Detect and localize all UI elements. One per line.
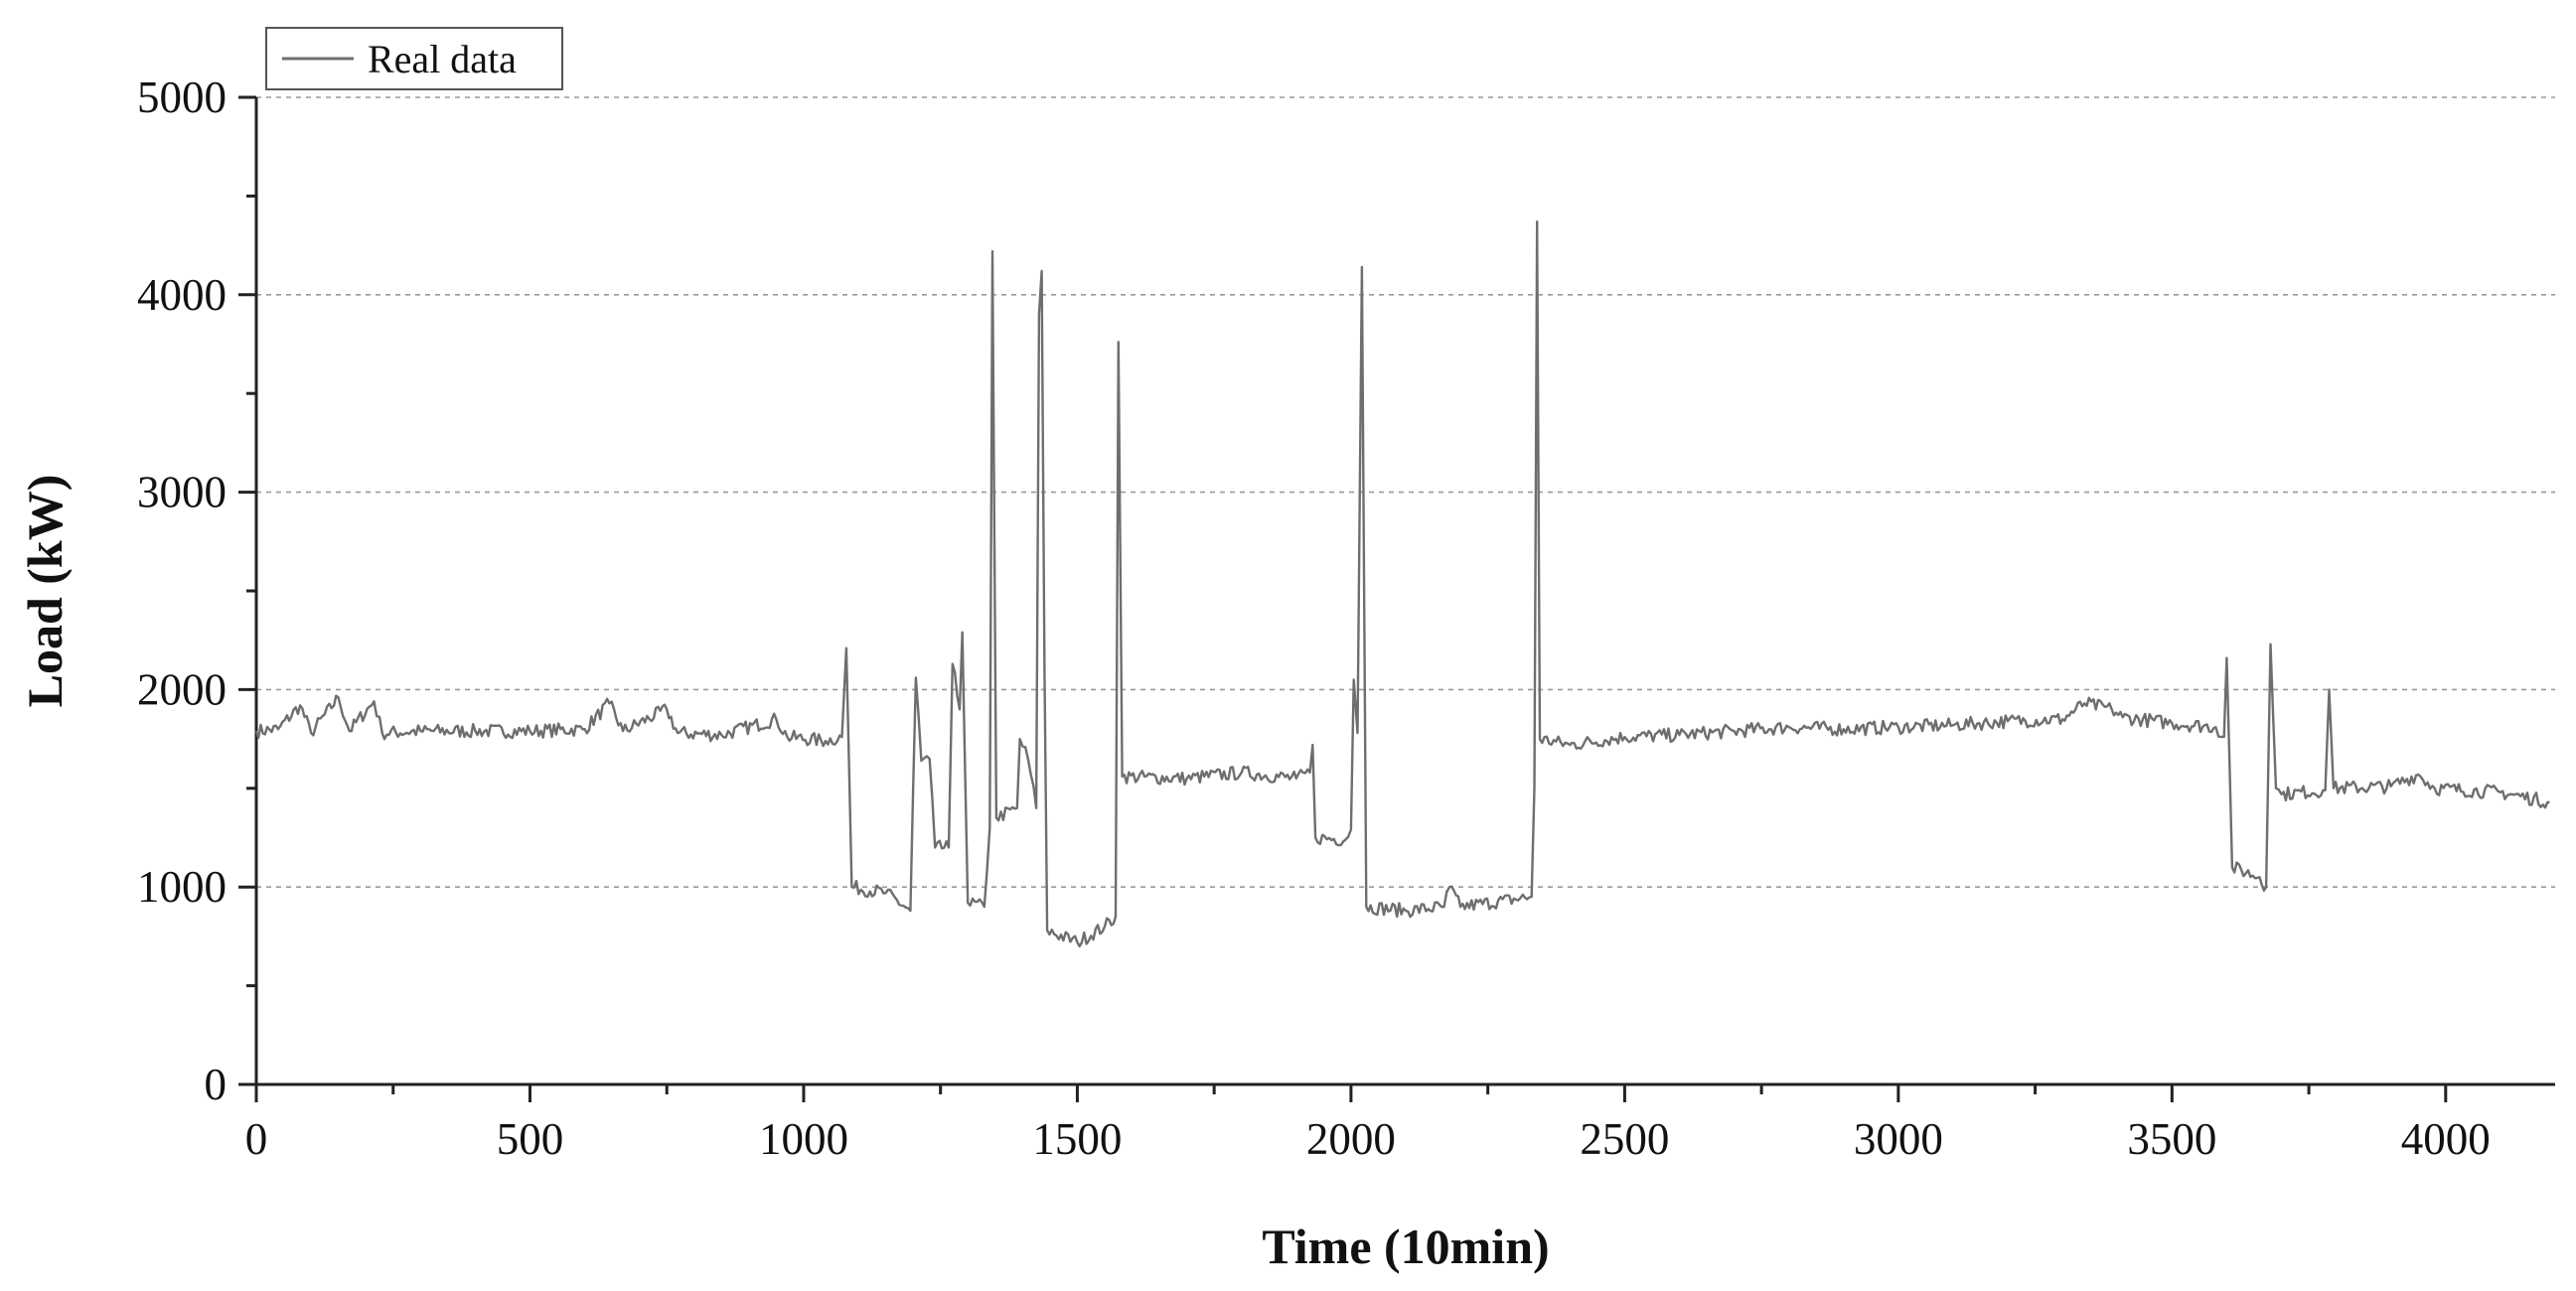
x-tick-label-8: 4000 [2401,1114,2491,1164]
y-tick-label-2: 2000 [137,664,227,714]
legend-label-0: Real data [368,37,517,81]
x-tick-label-2: 1000 [759,1114,848,1164]
y-tick-label-4: 4000 [137,270,227,320]
series-layer [254,220,2550,948]
legend: Real data [265,27,563,90]
y-tick-label-3: 3000 [137,468,227,517]
y-axis-title: Load (kW) [17,475,73,708]
series-line-0 [254,220,2550,948]
y-tick-label-1: 1000 [137,862,227,912]
axes: 0 1000 2000 3000 4000 5000 0 500 1000 1500 2000 250… [137,72,2555,1164]
x-tick-label-7: 3500 [2127,1114,2216,1164]
x-tick-label-3: 1500 [1032,1114,1122,1164]
x-tick-label-1: 500 [497,1114,564,1164]
x-tick-label-5: 2500 [1580,1114,1669,1164]
y-tick-label-5: 5000 [137,72,227,122]
gridlines [256,96,2555,889]
x-axis-title: Time (10min) [1262,1219,1549,1274]
x-tick-label-4: 2000 [1306,1114,1396,1164]
y-tick-label-0: 0 [205,1060,227,1109]
x-tick-label-0: 0 [245,1114,268,1164]
x-tick-label-6: 3000 [1854,1114,1943,1164]
